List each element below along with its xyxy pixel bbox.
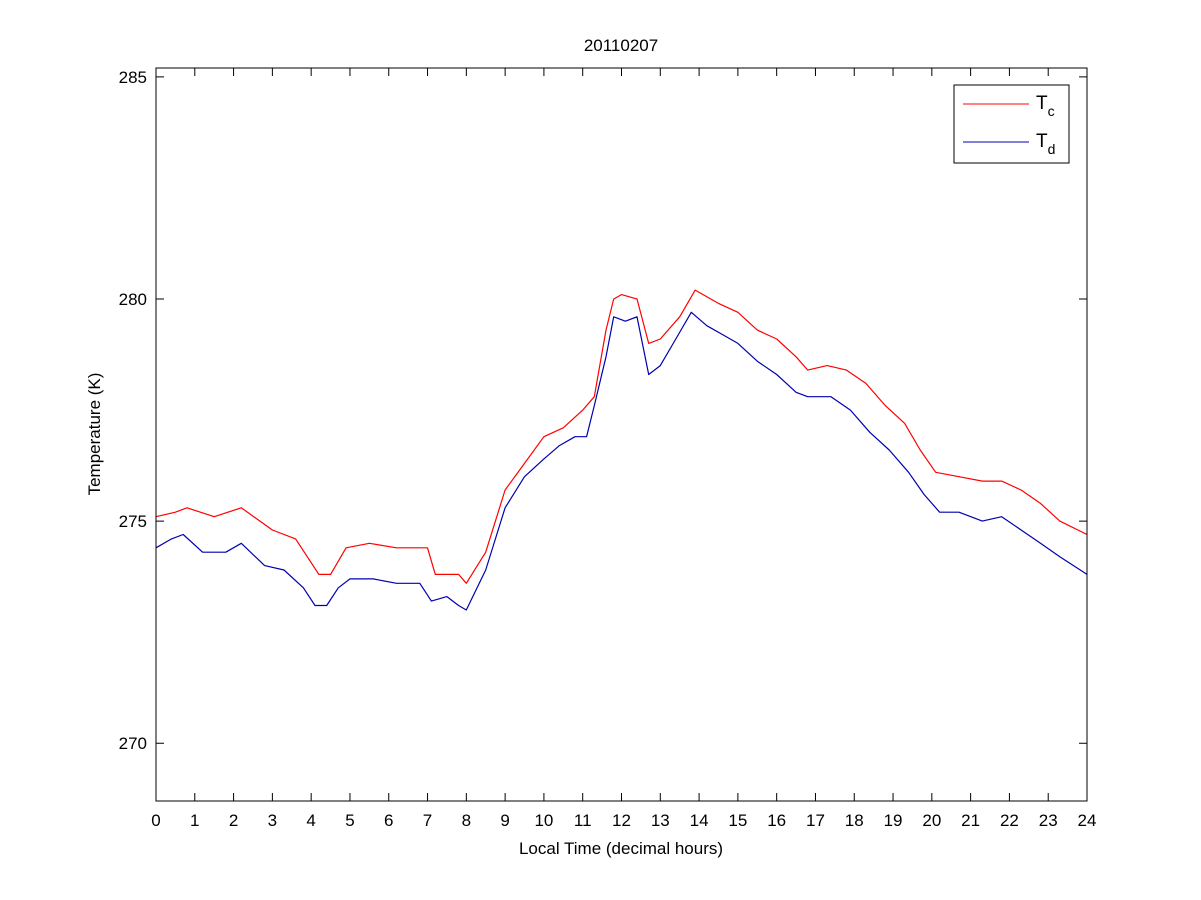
y-tick-label: 275 <box>119 512 147 531</box>
x-tick-label: 8 <box>462 811 471 830</box>
x-tick-label: 21 <box>961 811 980 830</box>
y-axis-label: Temperature (K) <box>85 373 104 496</box>
plot-area <box>156 68 1087 801</box>
x-tick-label: 4 <box>306 811 315 830</box>
x-axis-label: Local Time (decimal hours) <box>519 839 723 858</box>
x-tick-label: 12 <box>612 811 631 830</box>
legend-box <box>953 84 1070 164</box>
x-tick-label: 2 <box>229 811 238 830</box>
x-axis: 0 1 2 3 4 5 6 7 8 9 10 11 12 13 14 15 16 17 18 19 20 21 22 23 24 <box>151 68 1096 830</box>
x-tick-label: 3 <box>268 811 277 830</box>
x-tick-label: 17 <box>806 811 825 830</box>
legend: Tc Td <box>953 84 1070 164</box>
y-tick-label: 270 <box>119 734 147 753</box>
x-tick-label: 7 <box>423 811 432 830</box>
x-tick-label: 14 <box>690 811 709 830</box>
legend-entry-tc: Tc <box>1036 93 1055 119</box>
x-tick-label: 20 <box>922 811 941 830</box>
x-tick-label: 13 <box>651 811 670 830</box>
x-tick-label: 9 <box>500 811 509 830</box>
x-tick-label: 16 <box>767 811 786 830</box>
x-tick-label: 19 <box>884 811 903 830</box>
y-tick-label: 280 <box>119 290 147 309</box>
y-tick-label: 285 <box>119 68 147 87</box>
x-tick-label: 0 <box>151 811 160 830</box>
series-line-td <box>155 311 1088 611</box>
x-tick-label: 6 <box>384 811 393 830</box>
series-line-tc <box>155 289 1088 584</box>
x-tick-label: 24 <box>1078 811 1097 830</box>
x-tick-label: 10 <box>534 811 553 830</box>
x-tick-label: 22 <box>1000 811 1019 830</box>
chart-title: 20110207 <box>584 36 658 55</box>
legend-entry-td: Td <box>1036 131 1055 157</box>
x-tick-label: 11 <box>574 811 592 830</box>
series-layer <box>155 289 1088 611</box>
x-tick-label: 18 <box>845 811 864 830</box>
y-axis: 270 275 280 285 <box>119 68 1087 753</box>
x-tick-label: 23 <box>1039 811 1058 830</box>
x-tick-label: 1 <box>190 811 199 830</box>
x-tick-label: 5 <box>345 811 354 830</box>
x-tick-label: 15 <box>728 811 747 830</box>
